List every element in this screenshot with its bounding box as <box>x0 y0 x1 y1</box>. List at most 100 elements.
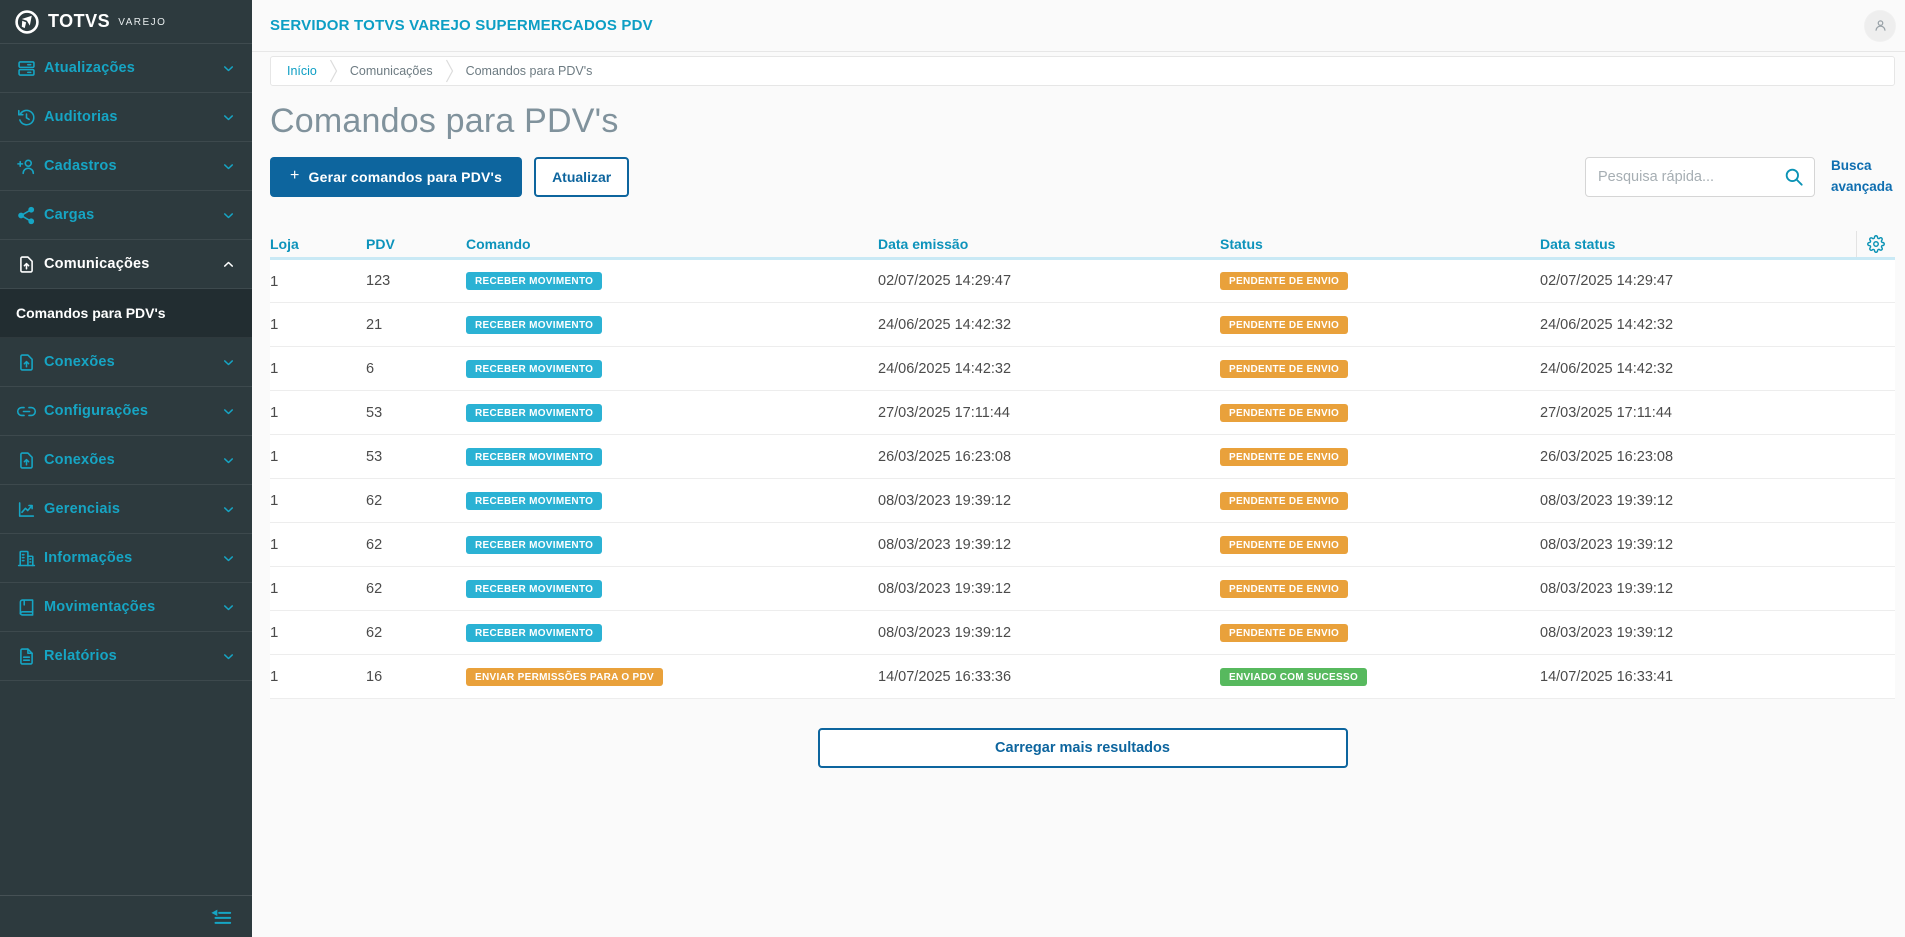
chevron-down-icon <box>220 355 236 370</box>
sidebar-item-cadastros[interactable]: Cadastros <box>0 142 252 191</box>
cell-data-status: 27/03/2025 17:11:44 <box>1540 390 1856 436</box>
sidebar-item-auditorias[interactable]: Auditorias <box>0 93 252 142</box>
building-icon <box>13 548 39 569</box>
sidebar-item-label: Cadastros <box>44 158 117 174</box>
cell-actions <box>1856 478 1895 524</box>
cell-status: PENDENTE DE ENVIO <box>1220 390 1540 436</box>
search-input[interactable] <box>1585 156 1815 197</box>
column-header-pdv[interactable]: PDV <box>366 230 466 261</box>
sidebar-item-cargas[interactable]: Cargas <box>0 191 252 240</box>
table-head: Loja PDV Comando Data emissão Status Data sta… <box>270 230 1896 261</box>
chevron-down-icon <box>220 502 236 517</box>
status-badge: PENDENTE DE ENVIO <box>1220 579 1349 598</box>
cell-data-emissao: 08/03/2023 19:39:12 <box>878 566 1220 612</box>
cell-data-status: 24/06/2025 14:42:32 <box>1540 302 1856 348</box>
table-settings-gear-icon[interactable] <box>1857 235 1896 254</box>
table-header-row: Loja PDV Comando Data emissão Status Data sta… <box>270 230 1896 261</box>
status-badge: PENDENTE DE ENVIO <box>1220 315 1349 334</box>
refresh-button[interactable]: Atualizar <box>534 156 630 197</box>
cell-comando: RECEBER MOVIMENTO <box>466 346 878 392</box>
generate-commands-label: Gerar comandos para PDV's <box>308 168 503 185</box>
cell-pdv: 21 <box>366 302 466 348</box>
sidebar-item-informacoes[interactable]: Informações <box>0 534 252 583</box>
breadcrumb-separator-icon <box>445 59 454 83</box>
breadcrumb-item-comunicacoes[interactable]: Comunicações <box>349 64 433 78</box>
cell-actions <box>1856 654 1895 700</box>
plus-icon: + <box>290 166 300 184</box>
sidebar-item-atualizacoes[interactable]: Atualizações <box>0 44 252 93</box>
collapse-sidebar-icon[interactable] <box>210 908 232 925</box>
cell-pdv: 62 <box>366 610 466 656</box>
sidebar-subitem-comandos-para-pdv-s[interactable]: Comandos para PDV's <box>0 289 252 338</box>
column-header-comando[interactable]: Comando <box>466 230 878 261</box>
cell-actions <box>1856 566 1895 612</box>
cell-comando: RECEBER MOVIMENTO <box>466 302 878 348</box>
comando-badge: RECEBER MOVIMENTO <box>466 315 603 334</box>
status-badge: ENVIADO COM SUCESSO <box>1220 667 1368 686</box>
cell-data-status: 08/03/2023 19:39:12 <box>1540 566 1856 612</box>
sidebar-item-gerenciais[interactable]: Gerenciais <box>0 485 252 534</box>
status-badge: PENDENTE DE ENVIO <box>1220 272 1349 291</box>
cell-loja: 1 <box>270 566 366 612</box>
status-badge: PENDENTE DE ENVIO <box>1220 491 1349 510</box>
chevron-down-icon <box>220 159 236 174</box>
comando-badge: RECEBER MOVIMENTO <box>466 272 603 291</box>
history-icon <box>13 107 39 128</box>
top-header: SERVIDOR TOTVS VAREJO SUPERMERCADOS PDV <box>252 0 1905 52</box>
column-header-data-status[interactable]: Data status <box>1540 230 1856 261</box>
cell-comando: RECEBER MOVIMENTO <box>466 390 878 436</box>
cell-data-status: 08/03/2023 19:39:12 <box>1540 522 1856 568</box>
search-icon[interactable] <box>1782 165 1806 189</box>
toolbar: + Gerar comandos para PDV's Atualizar Bu… <box>270 156 1895 198</box>
logo-product: VAREJO <box>118 17 167 28</box>
user-plus-icon <box>13 156 39 177</box>
chevron-down-icon <box>220 110 236 125</box>
logo-brand: TOTVS <box>48 11 111 31</box>
cell-data-emissao: 02/07/2025 14:29:47 <box>878 258 1220 304</box>
logo: TOTVS VAREJO <box>0 0 252 44</box>
cell-loja: 1 <box>270 390 366 436</box>
column-settings-cell <box>1855 230 1896 261</box>
load-more-wrap: Carregar mais resultados <box>270 728 1895 769</box>
cell-data-emissao: 14/07/2025 16:33:36 <box>878 654 1220 700</box>
cell-data-status: 24/06/2025 14:42:32 <box>1540 346 1856 392</box>
sidebar-item-configuracoes[interactable]: Configurações <box>0 387 252 436</box>
column-header-loja[interactable]: Loja <box>270 230 366 261</box>
status-badge: PENDENTE DE ENVIO <box>1220 403 1349 422</box>
cell-comando: RECEBER MOVIMENTO <box>466 522 878 568</box>
cell-status: PENDENTE DE ENVIO <box>1220 346 1540 392</box>
advanced-search-link[interactable]: Busca avançada <box>1831 158 1893 194</box>
cell-actions <box>1856 346 1895 392</box>
breadcrumb-item-inicio[interactable]: Início <box>287 64 317 78</box>
generate-commands-button[interactable]: + Gerar comandos para PDV's <box>270 156 523 197</box>
load-more-button[interactable]: Carregar mais resultados <box>817 728 1348 769</box>
cell-status: PENDENTE DE ENVIO <box>1220 258 1540 304</box>
column-header-status[interactable]: Status <box>1220 230 1540 261</box>
comando-badge: RECEBER MOVIMENTO <box>466 403 603 422</box>
sidebar-item-comunicacoes[interactable]: Comunicações <box>0 240 252 289</box>
sidebar-footer <box>0 895 252 937</box>
breadcrumb: Início Comunicações Comandos para PDV's <box>270 56 1895 86</box>
cell-data-status: 02/07/2025 14:29:47 <box>1540 258 1856 304</box>
sidebar-item-conexoes[interactable]: Conexões <box>0 436 252 485</box>
cell-comando: RECEBER MOVIMENTO <box>466 434 878 480</box>
table-row: 1 62 RECEBER MOVIMENTO 08/03/2023 19:39:12 P… <box>270 610 1895 656</box>
cell-status: PENDENTE DE ENVIO <box>1220 566 1540 612</box>
cell-pdv: 62 <box>366 566 466 612</box>
server-title: SERVIDOR TOTVS VAREJO SUPERMERCADOS PDV <box>270 17 653 34</box>
sidebar-item-label: Movimentações <box>44 599 156 615</box>
cell-comando: RECEBER MOVIMENTO <box>466 258 878 304</box>
cell-status: PENDENTE DE ENVIO <box>1220 610 1540 656</box>
sidebar-item-relatorios[interactable]: Relatórios <box>0 632 252 681</box>
commands-table: Loja PDV Comando Data emissão Status Data sta… <box>270 230 1896 769</box>
cell-comando: RECEBER MOVIMENTO <box>466 566 878 612</box>
cell-actions <box>1856 302 1895 348</box>
file-upload-icon <box>13 254 39 275</box>
user-avatar[interactable] <box>1865 10 1895 41</box>
chevron-down-icon <box>220 404 236 419</box>
table-row: 1 21 RECEBER MOVIMENTO 24/06/2025 14:42:32 P… <box>270 302 1895 348</box>
sidebar-item-movimentacoes[interactable]: Movimentações <box>0 583 252 632</box>
cell-loja: 1 <box>270 258 366 304</box>
column-header-data-emissao[interactable]: Data emissão <box>878 230 1220 261</box>
sidebar-item-conexoes[interactable]: Conexões <box>0 338 252 387</box>
